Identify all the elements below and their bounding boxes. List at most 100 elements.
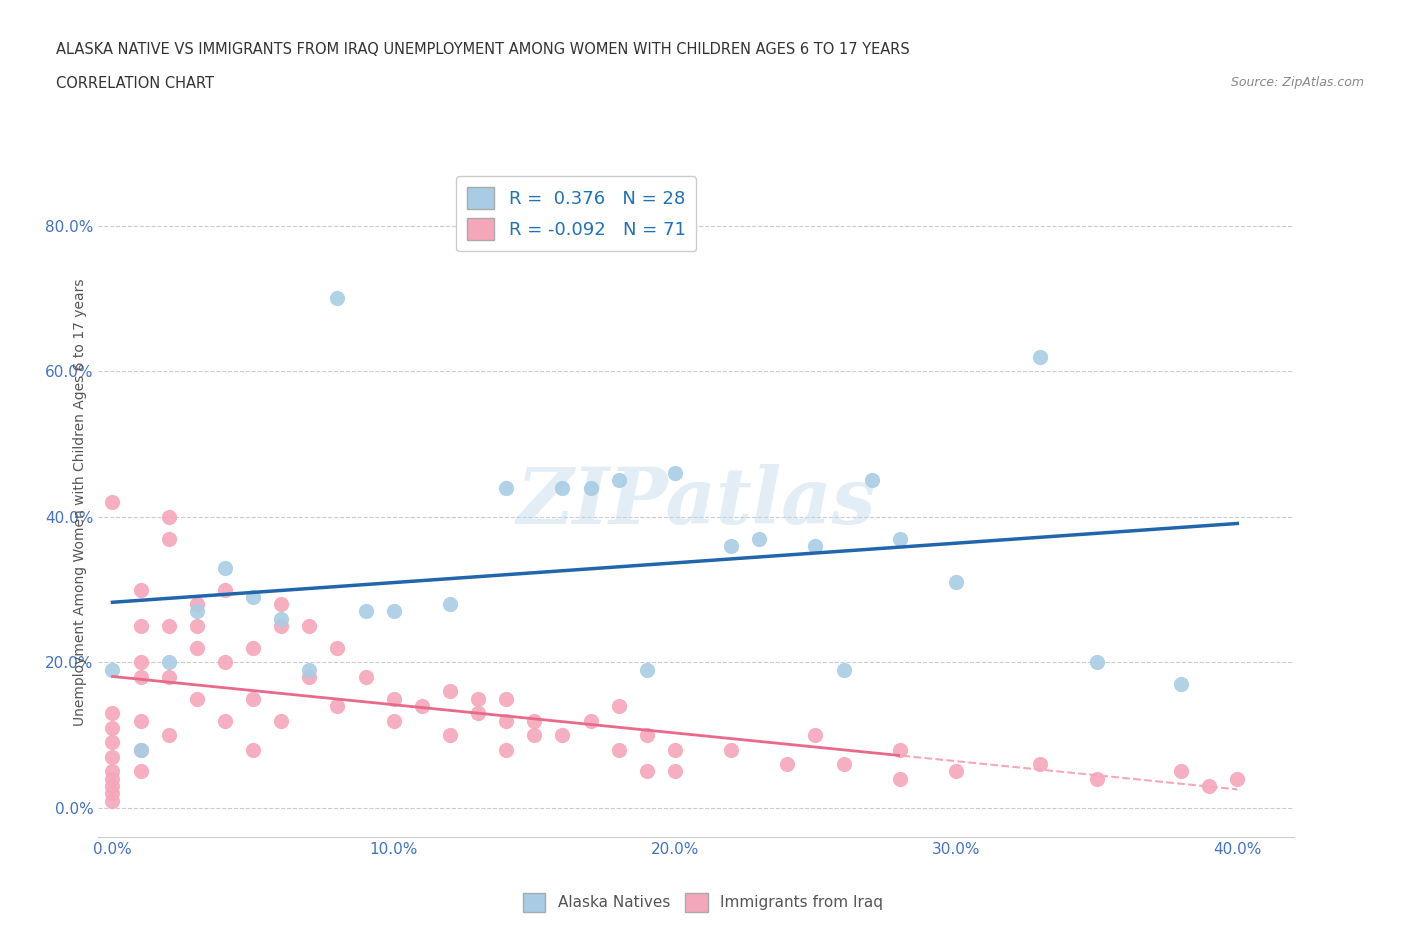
Point: [101, 706, 124, 721]
Point: [129, 655, 152, 670]
Point: [1170, 764, 1192, 779]
Point: [523, 713, 546, 728]
Point: [242, 691, 264, 706]
Point: [495, 742, 517, 757]
Point: [157, 510, 180, 525]
Point: [101, 786, 124, 801]
Point: [382, 604, 405, 618]
Text: ZIPatlas: ZIPatlas: [516, 464, 876, 540]
Point: [354, 604, 377, 618]
Point: [607, 742, 630, 757]
Point: [101, 721, 124, 736]
Point: [101, 764, 124, 779]
Point: [129, 713, 152, 728]
Point: [439, 597, 461, 612]
Point: [186, 618, 208, 633]
Point: [214, 582, 236, 597]
Point: [242, 641, 264, 656]
Point: [720, 538, 742, 553]
Text: Source: ZipAtlas.com: Source: ZipAtlas.com: [1230, 76, 1364, 89]
Point: [945, 764, 967, 779]
Point: [186, 597, 208, 612]
Point: [186, 691, 208, 706]
Point: [889, 531, 911, 546]
Point: [101, 750, 124, 764]
Point: [664, 742, 686, 757]
Point: [551, 480, 574, 495]
Point: [157, 531, 180, 546]
Point: [664, 764, 686, 779]
Point: [298, 618, 321, 633]
Point: [242, 742, 264, 757]
Point: [860, 473, 883, 488]
Point: [607, 698, 630, 713]
Point: [129, 764, 152, 779]
Point: [129, 742, 152, 757]
Point: [439, 684, 461, 698]
Point: [579, 480, 602, 495]
Point: [411, 698, 433, 713]
Point: [298, 662, 321, 677]
Point: [804, 538, 827, 553]
Point: [101, 793, 124, 808]
Point: [889, 771, 911, 786]
Point: [270, 713, 292, 728]
Point: [832, 662, 855, 677]
Y-axis label: Unemployment Among Women with Children Ages 6 to 17 years: Unemployment Among Women with Children A…: [73, 278, 87, 726]
Point: [551, 727, 574, 742]
Point: [326, 698, 349, 713]
Point: [157, 618, 180, 633]
Point: [439, 727, 461, 742]
Point: [270, 597, 292, 612]
Point: [467, 706, 489, 721]
Point: [495, 713, 517, 728]
Point: [214, 560, 236, 575]
Point: [101, 778, 124, 793]
Legend: Alaska Natives, Immigrants from Iraq: Alaska Natives, Immigrants from Iraq: [516, 887, 890, 918]
Point: [326, 291, 349, 306]
Point: [129, 582, 152, 597]
Point: [354, 670, 377, 684]
Point: [636, 662, 658, 677]
Point: [664, 466, 686, 481]
Point: [1029, 757, 1052, 772]
Point: [1170, 677, 1192, 692]
Point: [1085, 655, 1108, 670]
Point: [157, 727, 180, 742]
Point: [129, 742, 152, 757]
Point: [1029, 349, 1052, 364]
Point: [101, 735, 124, 750]
Point: [214, 713, 236, 728]
Point: [776, 757, 799, 772]
Point: [326, 641, 349, 656]
Point: [186, 604, 208, 618]
Point: [607, 473, 630, 488]
Point: [186, 641, 208, 656]
Point: [270, 618, 292, 633]
Point: [101, 771, 124, 786]
Point: [157, 655, 180, 670]
Point: [495, 691, 517, 706]
Point: [382, 691, 405, 706]
Point: [242, 590, 264, 604]
Point: [1226, 771, 1249, 786]
Text: CORRELATION CHART: CORRELATION CHART: [56, 76, 214, 91]
Point: [101, 662, 124, 677]
Point: [804, 727, 827, 742]
Point: [129, 618, 152, 633]
Point: [270, 611, 292, 626]
Point: [157, 670, 180, 684]
Point: [636, 764, 658, 779]
Point: [889, 742, 911, 757]
Point: [298, 670, 321, 684]
Point: [1085, 771, 1108, 786]
Point: [945, 575, 967, 590]
Point: [579, 713, 602, 728]
Point: [523, 727, 546, 742]
Point: [467, 691, 489, 706]
Legend: R =  0.376   N = 28, R = -0.092   N = 71: R = 0.376 N = 28, R = -0.092 N = 71: [457, 177, 696, 251]
Point: [748, 531, 770, 546]
Point: [720, 742, 742, 757]
Point: [101, 495, 124, 510]
Point: [1198, 778, 1220, 793]
